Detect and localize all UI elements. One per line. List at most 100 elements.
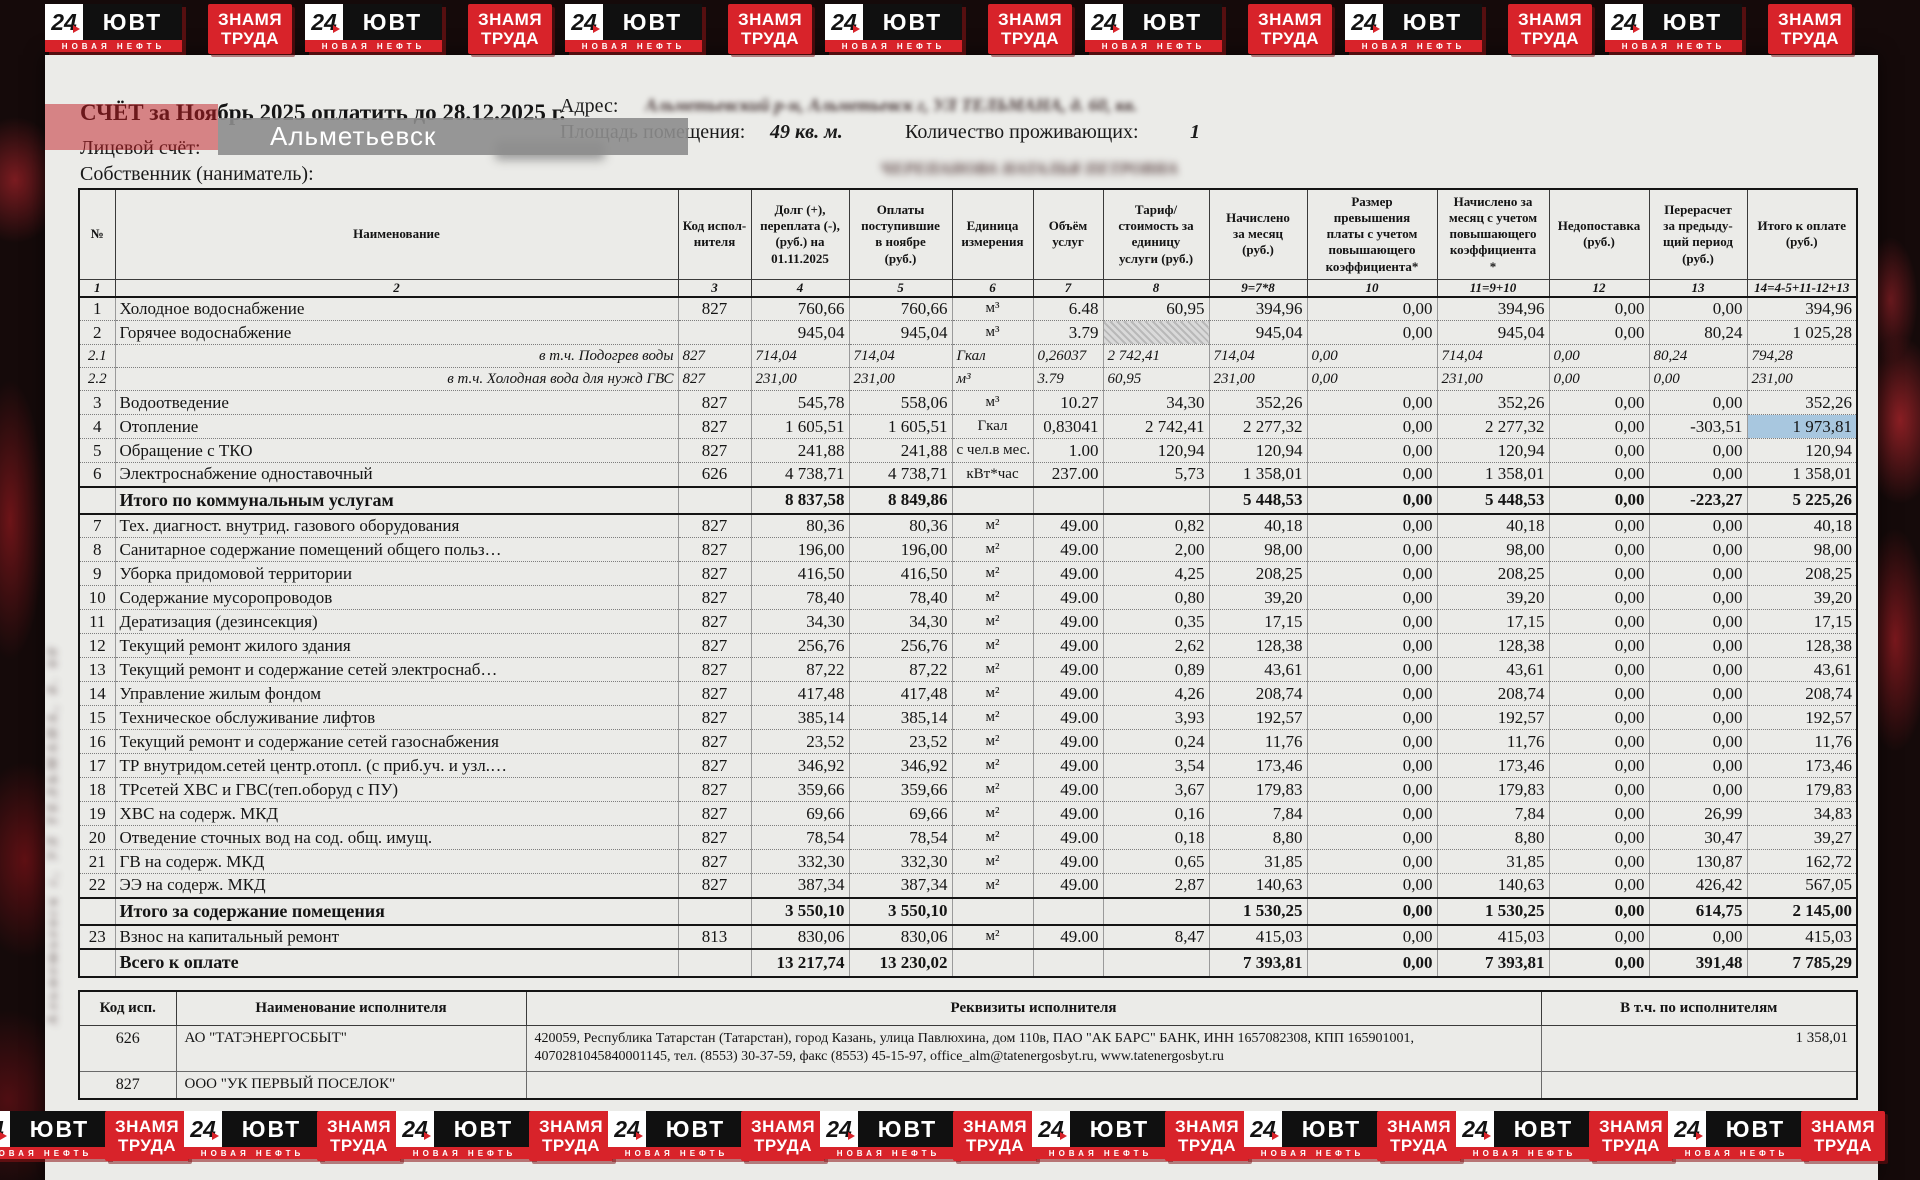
table-cell: 173,46: [1436, 753, 1549, 778]
table-header-row: № Наименование Код испол- нителя Долг (+), …: [78, 188, 1858, 280]
area-value: 49 кв. м.: [770, 121, 843, 143]
table-cell: 22: [78, 873, 115, 898]
table-row: 20 Отведение сточных вод на сод. общ. иму…: [78, 825, 1857, 850]
uvt24-number-icon: 24: [1032, 1111, 1070, 1147]
uvt-tagline: НОВАЯ НЕФТЬ: [1456, 1147, 1593, 1159]
znamya-line2: ТРУДА: [965, 1136, 1025, 1155]
table-cell: ГВ на содерж. МКД: [114, 849, 678, 874]
table-cell: 20: [78, 825, 115, 850]
table-row: 2.2 в т.ч. Холодная вода для нужд ГВС 827 2…: [78, 367, 1857, 391]
table-row: 18 ТРсетей ХВС и ГВС(теп.оборуд с ПУ) 827 3…: [78, 777, 1857, 802]
table-cell: 43,61: [1208, 657, 1307, 682]
address-value-redacted: Альметьевский р-н, Альметьевск г, УЛ ТЕЛ…: [645, 95, 1138, 115]
table-cell: 40,18: [1436, 513, 1549, 538]
table-cell: 614,75: [1648, 896, 1747, 926]
column-header: Единица измерения: [951, 188, 1034, 280]
table-cell: 241,88: [750, 438, 849, 463]
table-cell: 332,30: [750, 849, 849, 874]
providers-header-row: Код исп. Наименование исполнителя Реквизит…: [78, 990, 1858, 1026]
znamya-line1: ЗНАМЯ: [217, 10, 283, 29]
residents-value: 1: [1190, 121, 1200, 143]
table-cell: [1102, 320, 1209, 345]
overlay-red-box: [45, 104, 218, 150]
znamya-truda-logo: ЗНАМЯ ТРУДА: [1801, 1111, 1885, 1161]
table-cell: 0,00: [1548, 344, 1649, 368]
table-cell: 714,04: [848, 344, 952, 368]
table-cell: м²: [951, 777, 1033, 802]
table-cell: 173,46: [1746, 753, 1857, 778]
znamya-line2: ТРУДА: [1601, 1136, 1661, 1155]
table-cell: 827: [677, 753, 751, 778]
table-cell: 0,80: [1102, 585, 1209, 610]
table-cell: 13: [78, 657, 115, 682]
table-cell: 120,94: [1102, 438, 1209, 463]
table-cell: 49.00: [1032, 513, 1103, 538]
table-cell: м²: [951, 753, 1033, 778]
table-cell: 827: [677, 705, 751, 730]
uvt-tagline: НОВАЯ НЕФТЬ: [184, 1147, 321, 1159]
table-cell: 3,93: [1102, 705, 1209, 730]
table-cell: [677, 896, 751, 926]
table-cell: 0,00: [1548, 849, 1649, 874]
table-cell: 18: [78, 777, 115, 802]
table-cell: 120,94: [1208, 438, 1307, 463]
table-cell: 352,26: [1746, 390, 1857, 415]
table-cell: 98,00: [1436, 537, 1549, 562]
table-cell: 11,76: [1436, 729, 1549, 754]
table-row: 23 Взнос на капитальный ремонт 813 830,06 83…: [78, 924, 1857, 949]
column-header: Перерасчет за предыду- щий период (руб.): [1648, 188, 1748, 280]
table-cell: 1 530,25: [1436, 896, 1549, 926]
table-cell: 0,00: [1306, 753, 1437, 778]
table-cell: 3: [78, 390, 115, 415]
table-cell: 0,00: [1648, 753, 1747, 778]
znamya-line1: ЗНАМЯ: [1810, 1117, 1876, 1136]
uvt-name: ЮВТ: [343, 4, 442, 40]
table-cell: 1 358,01: [1436, 462, 1549, 487]
table-cell: 1 605,51: [848, 414, 952, 439]
table-cell: 6.48: [1032, 296, 1103, 321]
table-cell: 256,76: [750, 633, 849, 658]
table-cell: 256,76: [848, 633, 952, 658]
table-cell: 2,00: [1102, 537, 1209, 562]
column-number: 5: [848, 278, 953, 298]
table-cell: 0,00: [1548, 462, 1649, 487]
table-cell: 626: [677, 462, 751, 487]
table-cell: 14: [78, 681, 115, 706]
uvt24-number-icon: 24: [1456, 1111, 1494, 1147]
table-cell: 231,00: [750, 367, 849, 391]
table-cell: 1 973,81: [1746, 414, 1857, 439]
table-cell: Текущий ремонт и содержание сетей электр…: [114, 657, 678, 682]
table-cell: 231,00: [848, 367, 952, 391]
table-cell: 49.00: [1032, 633, 1103, 658]
table-cell: 17,15: [1436, 609, 1549, 634]
table-cell: Текущий ремонт и содержание сетей газосн…: [114, 729, 678, 754]
column-header: Итого к оплате (руб.): [1746, 188, 1858, 280]
uvt-tagline: НОВАЯ НЕФТЬ: [1605, 40, 1742, 52]
table-cell: 0,00: [1306, 896, 1437, 926]
table-cell: 5: [78, 438, 115, 463]
znamya-truda-logo: ЗНАМЯ ТРУДА: [208, 4, 292, 54]
table-cell: 231,00: [1436, 367, 1549, 391]
table-row: 10 Содержание мусоропроводов 827 78,40 78,40…: [78, 585, 1857, 610]
table-cell: 7 393,81: [1208, 947, 1307, 978]
table-cell: 17: [78, 753, 115, 778]
table-cell: 0,00: [1548, 537, 1649, 562]
table-cell: 2 742,41: [1102, 344, 1209, 368]
uvt-name: ЮВТ: [858, 1111, 957, 1147]
table-cell: 31,85: [1436, 849, 1549, 874]
table-cell: 78,40: [750, 585, 849, 610]
uvt-name: ЮВТ: [1643, 4, 1742, 40]
table-cell: 13 217,74: [750, 947, 849, 978]
column-number: 10: [1306, 278, 1438, 298]
table-cell: 0,00: [1306, 561, 1437, 586]
table-cell: 0,00: [1648, 537, 1747, 562]
table-cell: 0,65: [1102, 849, 1209, 874]
table-cell: 11,76: [1746, 729, 1857, 754]
table-cell: ХВС на содерж. МКД: [114, 801, 678, 826]
table-cell: 2: [78, 320, 115, 345]
table-cell: [1032, 947, 1103, 978]
